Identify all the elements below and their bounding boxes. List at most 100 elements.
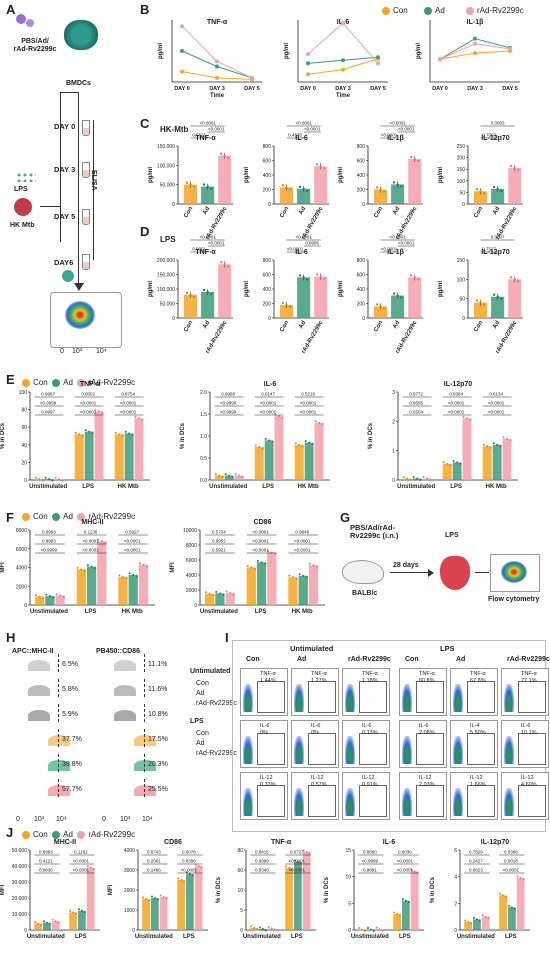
y-axis-label: pg/ml — [438, 281, 444, 297]
y-tick-label: 200 — [457, 156, 466, 162]
bar-Ad — [45, 596, 55, 605]
i-col-header: rAd-Rv2299c — [348, 656, 391, 663]
chart-title: IL-6 — [383, 839, 396, 846]
h-tick-0b: 0 — [102, 816, 106, 823]
bar-rAd-Rv2299c — [302, 852, 311, 930]
data-point — [218, 474, 221, 477]
bar-rAd-Rv2299c — [234, 475, 244, 480]
data-point — [270, 927, 273, 930]
facs-plot — [399, 772, 447, 820]
bar-Ad — [128, 575, 138, 605]
facs-gate — [257, 681, 285, 713]
facs-plot — [450, 668, 498, 716]
x-tick-label: Unstimulated — [397, 484, 435, 490]
bar-Ad — [124, 433, 134, 480]
bar-rAd-Rv2299c — [481, 916, 490, 930]
facs-plot — [342, 720, 390, 768]
data-point — [407, 901, 410, 904]
data-point — [496, 443, 499, 446]
data-point — [306, 72, 310, 77]
data-point — [264, 562, 267, 565]
data-point — [376, 55, 380, 60]
day-0-label: DAY 0 — [54, 122, 76, 131]
y-tick-label: 600 — [357, 273, 366, 279]
legend-e-con: Con — [33, 378, 48, 387]
bar-Con — [288, 577, 298, 605]
p-value-label: <0.0001 — [304, 127, 321, 132]
data-point — [234, 473, 237, 476]
p-value-label: <0.0001 — [295, 235, 312, 240]
mhc-percent: 57.7% — [62, 786, 82, 793]
facs-marker-label: IL-12 — [419, 775, 432, 781]
facs-marker-label: IL-6 — [521, 723, 531, 729]
facs-percent: 77.1% — [521, 678, 537, 684]
x-tick-label: LPS — [85, 609, 97, 615]
p-value-label: 0.5504 — [409, 410, 423, 415]
facs-marker-label: TNF-α — [521, 671, 537, 677]
x-tick-label: DAY 3 — [335, 86, 351, 92]
p-value-label: 0.8743 — [147, 850, 161, 855]
chart-title: IL-1β — [387, 249, 404, 256]
p-value-label: <0.0001 — [295, 121, 312, 126]
data-point — [482, 443, 485, 446]
data-point — [132, 574, 135, 576]
data-point — [142, 563, 145, 566]
facs-marker-label: IL-6 — [260, 723, 270, 729]
y-tick-label: 60 — [237, 868, 243, 874]
facs-plot — [501, 772, 549, 820]
x-axis-label: Time — [336, 93, 351, 99]
data-point — [188, 873, 191, 875]
data-point — [97, 538, 100, 541]
data-point — [413, 157, 416, 161]
y-tick-label: 800 — [357, 258, 366, 264]
data-point — [402, 476, 405, 479]
data-point — [508, 46, 512, 51]
facs-percent: 1.66% — [470, 782, 486, 788]
data-point — [267, 550, 270, 552]
y-tick-label: 150,000 — [157, 144, 175, 150]
data-point — [341, 21, 345, 26]
bar-rAd-Rv2299c — [134, 418, 144, 480]
p-value-label: <0.0001 — [120, 401, 137, 406]
y-tick-label: 4 — [454, 875, 457, 881]
facs-tick-104: 10⁴ — [96, 348, 107, 355]
data-point — [91, 432, 94, 435]
legend-e-dot-rad — [77, 378, 86, 387]
y-tick-label: 15 — [345, 848, 351, 854]
panel-label-b: B — [140, 2, 150, 17]
y-tick-label: 40,000 — [12, 864, 28, 870]
p-value-label: 0.0007 — [491, 235, 505, 240]
data-point — [311, 443, 314, 446]
legend-e-ad: Ad — [63, 378, 73, 387]
legend-j-ad: Ad — [63, 830, 73, 839]
facs-percent: 2.03% — [419, 782, 435, 788]
facs-percent: 1.18% — [362, 678, 378, 684]
data-point — [496, 187, 499, 191]
facs-gate — [308, 785, 336, 817]
y-tick-label: 2000 — [124, 888, 135, 894]
p-value-label: >0.9999 — [220, 410, 237, 415]
facs-cells — [402, 788, 412, 816]
data-point — [118, 433, 121, 436]
bar-Ad — [297, 188, 311, 204]
data-point — [268, 439, 271, 442]
data-point — [482, 192, 486, 195]
facs-cells — [504, 788, 514, 816]
data-point — [513, 907, 516, 910]
y-tick-label: 800 — [263, 144, 272, 150]
p-value-label: <0.0001 — [488, 401, 505, 406]
data-point — [77, 908, 80, 911]
facs-gate — [467, 681, 495, 713]
data-point — [200, 866, 203, 869]
bar-rAd-Rv2299c — [138, 564, 149, 605]
facs-marker-label: IL-6 — [362, 723, 372, 729]
data-point — [499, 445, 502, 448]
data-point — [156, 898, 159, 901]
lung-icon — [440, 556, 470, 590]
y-tick-label: 200,000 — [157, 258, 175, 264]
bar-Ad — [201, 291, 215, 318]
data-point — [44, 476, 47, 479]
data-point — [315, 273, 319, 276]
h-tick-103a: 10³ — [34, 816, 45, 823]
panel-a-lps: LPS — [14, 186, 28, 193]
